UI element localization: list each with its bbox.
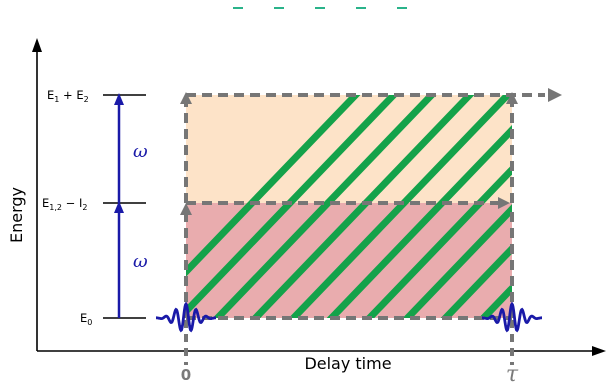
tick-label-zero: 0 (181, 366, 191, 384)
pulse-at-zero (156, 301, 216, 333)
pulse-at-tau (482, 301, 542, 333)
hatch-line (212, 95, 437, 318)
upper-region (186, 95, 512, 203)
hatch-line (510, 80, 609, 330)
level-label-E1-plus-E2: E1 + E2 (47, 88, 89, 104)
energy-axis-arrowhead (32, 38, 42, 52)
level-label-E0: E0 (80, 311, 92, 327)
transition-label-lower: ω (133, 251, 148, 272)
level-lines (103, 94, 146, 319)
transition-arrowhead-upper (114, 93, 124, 105)
dashed-border-upper (184, 93, 545, 203)
dashed-border-lower (184, 201, 514, 320)
energy-axis-label: Energy (7, 187, 26, 243)
transition-label-upper: ω (133, 141, 148, 162)
hatch-line (326, 124, 512, 318)
hatch-line (586, 80, 609, 330)
dashed-arrowheads (180, 88, 562, 215)
hatch-line (402, 204, 512, 318)
time-tick-marks (184, 320, 514, 365)
level-label-E12-minus-I2: E1,2 − I2 (42, 196, 87, 212)
tick-label-tau: τ (506, 362, 519, 385)
time-axis-arrowhead (592, 346, 606, 356)
transition-arrowhead-lower (114, 201, 124, 213)
delay-time-axis-label: Delay time (304, 354, 391, 373)
hatch-line (548, 80, 609, 330)
hatch-line (440, 243, 512, 318)
